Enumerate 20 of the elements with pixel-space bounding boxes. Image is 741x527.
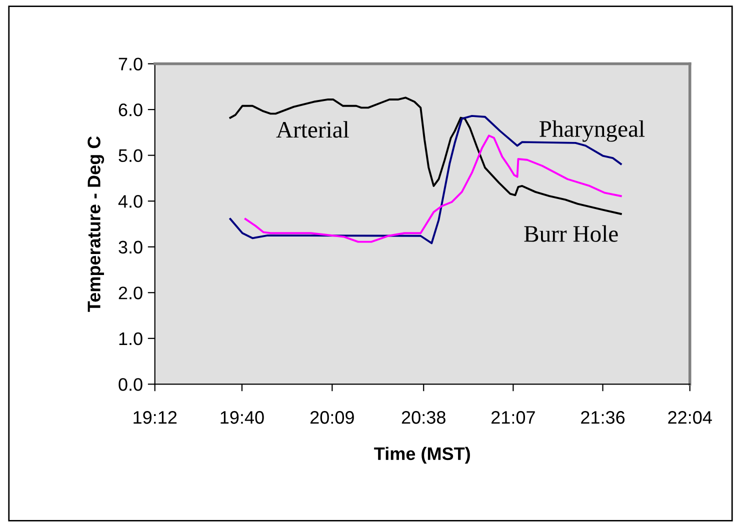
- y-tick-label: 1.0: [119, 332, 142, 346]
- x-tick-label: 21:36: [581, 411, 625, 424]
- y-axis-title: Temperature - Deg C: [88, 136, 104, 312]
- y-tick-label: 3.0: [118, 240, 142, 254]
- x-tick-label: 20:38: [402, 411, 446, 424]
- y-tick-label: 4.0: [118, 195, 142, 208]
- y-tick-label: 6.0: [118, 103, 142, 116]
- y-tick-label: 5.0: [118, 149, 142, 162]
- annotation: Pharyngeal: [540, 120, 645, 142]
- x-tick-label: 19:12: [134, 411, 177, 424]
- x-tick-label: 20:09: [310, 411, 354, 424]
- y-tick-label: 2.0: [118, 286, 142, 300]
- x-tick-label: 22:04: [668, 411, 712, 424]
- y-tick-label: 0.0: [118, 378, 142, 391]
- y-tick-label: 7.0: [118, 58, 142, 70]
- annotation: Arterial: [276, 121, 349, 138]
- x-tick-label: 19:40: [220, 411, 264, 424]
- x-tick-label: 21:07: [492, 411, 535, 424]
- annotation: Burr Hole: [524, 225, 618, 242]
- x-axis-title: Time (MST): [374, 446, 470, 464]
